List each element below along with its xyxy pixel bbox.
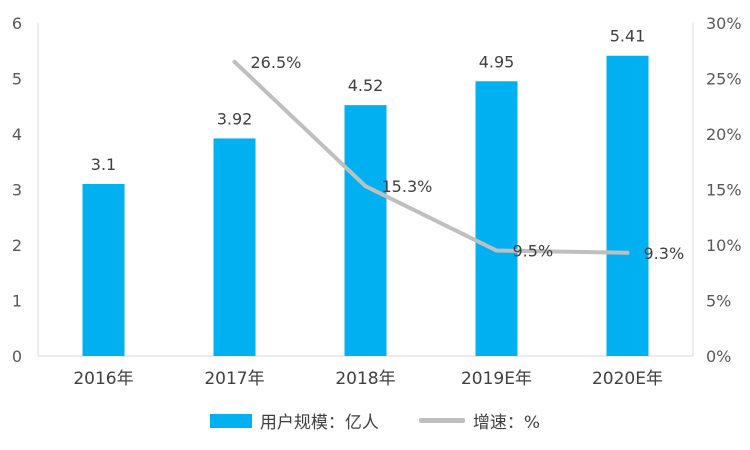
growth-line	[232, 59, 630, 255]
line-data-label: 26.5%	[251, 53, 302, 72]
legend-label-line: 增速：%	[472, 413, 541, 433]
bar-data-label: 4.95	[479, 52, 515, 71]
bar	[213, 138, 256, 356]
line-point	[232, 59, 237, 64]
y-left-tick-label: 6	[12, 14, 22, 33]
y-left-tick-label: 5	[12, 70, 22, 89]
bar-data-label: 4.52	[348, 76, 384, 95]
y-right-tick-label: 0%	[706, 347, 731, 366]
y-left-tick-label: 4	[12, 125, 22, 144]
legend: 用户规模：亿人 增速：%	[0, 408, 750, 433]
bar-data-label: 3.1	[91, 155, 116, 174]
x-category-label: 2018年	[335, 369, 395, 389]
bar	[606, 55, 649, 357]
legend-label-bar: 用户规模：亿人	[259, 413, 379, 433]
bar	[475, 81, 518, 357]
line-data-label: 9.3%	[644, 244, 685, 263]
x-category-label: 2017年	[204, 369, 264, 389]
y-left-tick-label: 1	[12, 292, 22, 311]
y-right-tick-label: 10%	[706, 236, 742, 255]
y-left-tick-label: 2	[12, 236, 22, 255]
bar-data-label: 3.92	[217, 109, 253, 128]
legend-swatch-bar	[209, 413, 252, 428]
x-category-label: 2020E年	[592, 369, 663, 389]
legend-swatch-line	[418, 418, 465, 423]
legend-item-bar: 用户规模：亿人	[209, 408, 379, 433]
legend-item-line: 增速：%	[418, 408, 541, 433]
y-left-tick-label: 3	[12, 181, 22, 200]
y-right-tick-label: 20%	[706, 125, 742, 144]
y-right-tick-label: 5%	[706, 292, 731, 311]
line-point	[494, 248, 499, 253]
line-point	[363, 184, 368, 189]
y-left-tick-label: 0	[12, 347, 22, 366]
y-right-tick-label: 25%	[706, 70, 742, 89]
line-point	[625, 250, 630, 255]
y-right-tick-label: 15%	[706, 181, 742, 200]
bar	[82, 183, 125, 356]
line-data-label: 9.5%	[513, 242, 554, 261]
y-right-tick-label: 30%	[706, 14, 742, 33]
bar	[344, 105, 387, 356]
x-category-label: 2019E年	[461, 369, 532, 389]
x-category-label: 2016年	[73, 369, 133, 389]
line-data-label: 15.3%	[382, 177, 433, 196]
bar-data-label: 5.41	[610, 27, 646, 46]
